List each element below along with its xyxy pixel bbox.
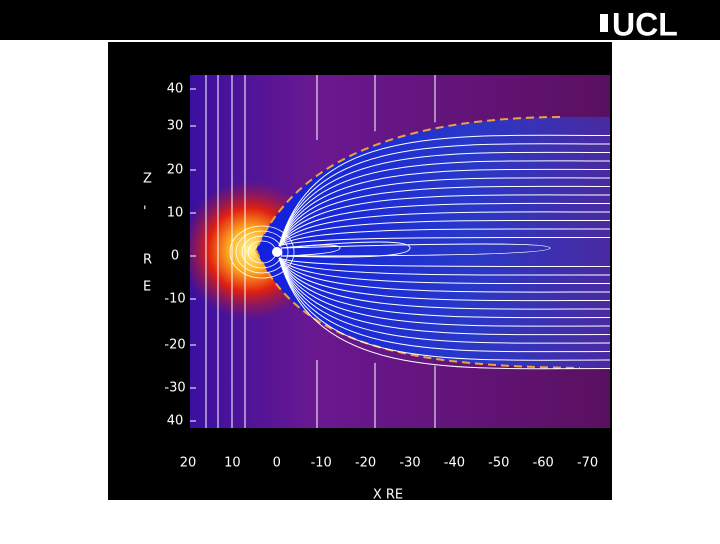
field-line bbox=[278, 257, 610, 310]
field-line bbox=[278, 151, 610, 247]
field-line bbox=[278, 257, 610, 319]
field-line bbox=[278, 257, 610, 361]
x-tick-label: -40 bbox=[444, 456, 465, 471]
field-line bbox=[278, 219, 610, 247]
y-tick-label: 30 bbox=[167, 119, 184, 134]
plot-image bbox=[190, 75, 610, 428]
field-line bbox=[278, 257, 610, 344]
field-line bbox=[278, 257, 610, 370]
x-tick-label: -10 bbox=[311, 456, 332, 471]
field-line bbox=[278, 257, 610, 285]
y-tick-label: 0 bbox=[171, 249, 179, 264]
field-line bbox=[278, 202, 610, 247]
field-line bbox=[278, 185, 610, 247]
field-line bbox=[278, 211, 610, 247]
logo: UCL bbox=[612, 6, 678, 42]
y-axis-label: E bbox=[143, 280, 151, 295]
magnetosphere bbox=[256, 117, 610, 368]
logo-icon bbox=[600, 14, 608, 32]
x-axis-label: X RE bbox=[373, 488, 403, 503]
y-axis-label: ' bbox=[143, 205, 147, 220]
field-line bbox=[278, 134, 610, 247]
field-line bbox=[278, 257, 610, 276]
field-line bbox=[278, 257, 610, 293]
field-line bbox=[281, 243, 551, 257]
field-line bbox=[278, 160, 610, 247]
earth bbox=[272, 247, 282, 257]
y-tick-label: -30 bbox=[164, 381, 185, 396]
field-line bbox=[229, 225, 295, 279]
field-line bbox=[278, 257, 610, 336]
y-tick-label: 40 bbox=[167, 414, 184, 429]
field-line bbox=[278, 168, 610, 247]
y-tick-label: 40 bbox=[167, 82, 184, 97]
field-line bbox=[278, 257, 610, 302]
x-tick-label: 0 bbox=[273, 456, 281, 471]
field-line bbox=[278, 143, 610, 247]
field-line bbox=[278, 194, 610, 247]
field-line bbox=[281, 241, 411, 258]
field-line bbox=[241, 235, 283, 269]
field-line bbox=[278, 236, 610, 247]
x-tick-label: 20 bbox=[180, 456, 197, 471]
field-line bbox=[247, 240, 277, 264]
y-tick-label: 20 bbox=[167, 163, 184, 178]
y-axis-label: Z bbox=[143, 172, 152, 187]
y-axis-label: R bbox=[143, 253, 152, 268]
field-line bbox=[278, 228, 610, 247]
x-tick-label: -50 bbox=[488, 456, 509, 471]
field-line bbox=[278, 257, 610, 268]
x-tick-label: -60 bbox=[533, 456, 554, 471]
magnetopause bbox=[254, 116, 581, 369]
field-line bbox=[281, 244, 341, 257]
x-tick-label: 10 bbox=[224, 456, 241, 471]
x-tick-label: -70 bbox=[577, 456, 598, 471]
field-line bbox=[278, 257, 610, 353]
field-line bbox=[278, 177, 610, 247]
field-line bbox=[278, 257, 610, 327]
y-tick-label: -20 bbox=[164, 338, 185, 353]
field-line bbox=[235, 230, 289, 274]
y-tick-label: -10 bbox=[164, 292, 185, 307]
x-tick-label: -30 bbox=[399, 456, 420, 471]
x-tick-label: -20 bbox=[355, 456, 376, 471]
y-tick-label: 10 bbox=[167, 206, 184, 221]
